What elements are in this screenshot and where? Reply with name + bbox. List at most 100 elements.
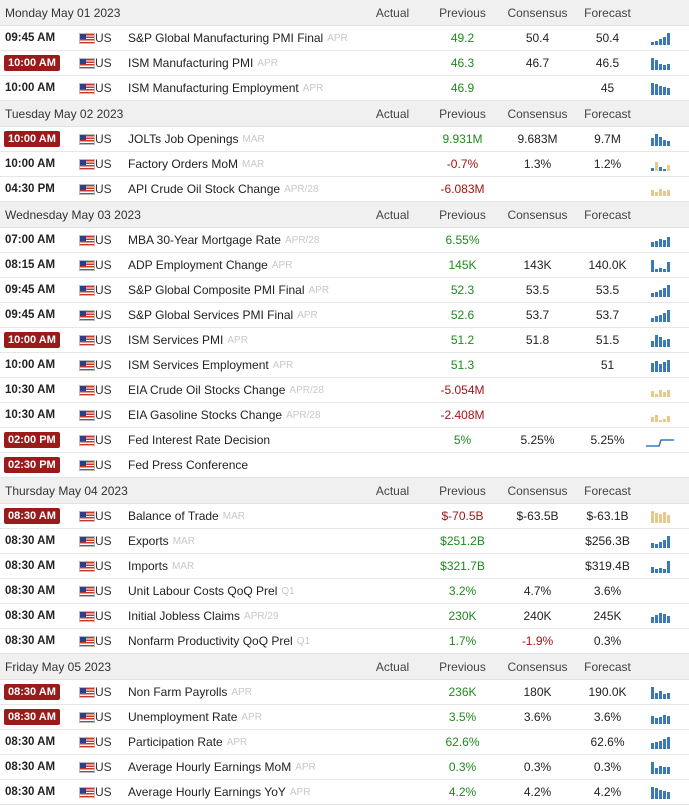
event-name-link[interactable]: Imports MAR	[128, 554, 194, 578]
mini-chart-icon[interactable]	[650, 559, 670, 573]
chart-cell[interactable]	[643, 755, 677, 779]
event-row[interactable]: 08:30 AM US Exports MAR $251.2B $256.3B	[0, 529, 689, 554]
event-row[interactable]: 02:00 PM US Fed Interest Rate Decision 5% 5.…	[0, 428, 689, 453]
mini-chart-icon[interactable]	[650, 182, 670, 196]
event-name-link[interactable]: Initial Jobless Claims APR/29	[128, 604, 279, 628]
event-name[interactable]: Exports	[128, 534, 169, 548]
event-row[interactable]: 08:30 AM US Initial Jobless Claims APR/29 23…	[0, 604, 689, 629]
event-name[interactable]: Imports	[128, 559, 169, 573]
event-name-link[interactable]: Factory Orders MoM MAR	[128, 152, 264, 176]
event-name[interactable]: S&P Global Services PMI Final	[128, 308, 294, 322]
event-row[interactable]: 10:30 AM US EIA Crude Oil Stocks Change APR…	[0, 378, 689, 403]
event-name-link[interactable]: S&P Global Composite PMI Final APR	[128, 278, 329, 302]
event-row[interactable]: 10:30 AM US EIA Gasoline Stocks Change APR/…	[0, 403, 689, 428]
chart-cell[interactable]	[643, 780, 677, 804]
event-row[interactable]: 08:30 AM US Average Hourly Earnings MoM APR…	[0, 755, 689, 780]
event-row[interactable]: 10:00 AM US ISM Manufacturing Employment AP…	[0, 76, 689, 101]
event-row[interactable]: 08:30 AM US Unemployment Rate APR 3.5% 3.6% 3.…	[0, 705, 689, 730]
event-name[interactable]: Unemployment Rate	[128, 710, 238, 724]
event-name[interactable]: ISM Manufacturing PMI	[128, 56, 254, 70]
chart-cell[interactable]	[643, 730, 677, 754]
event-row[interactable]: 09:45 AM US S&P Global Composite PMI Final…	[0, 278, 689, 303]
chart-cell[interactable]	[643, 504, 677, 528]
event-row[interactable]: 08:30 AM US Nonfarm Productivity QoQ Prel Q…	[0, 629, 689, 654]
mini-chart-icon[interactable]	[650, 785, 670, 799]
event-name-link[interactable]: Unit Labour Costs QoQ Prel Q1	[128, 579, 295, 603]
chart-cell[interactable]	[643, 604, 677, 628]
mini-chart-icon[interactable]	[650, 509, 670, 523]
event-name-link[interactable]: ISM Manufacturing PMI APR	[128, 51, 278, 75]
mini-chart-icon[interactable]	[650, 408, 670, 422]
event-row[interactable]: 08:30 AM US Unit Labour Costs QoQ Prel Q1 3.…	[0, 579, 689, 604]
mini-chart-icon[interactable]	[650, 31, 670, 45]
chart-cell[interactable]	[643, 51, 677, 75]
chart-cell[interactable]	[643, 403, 677, 427]
event-row[interactable]: 04:30 PM US API Crude Oil Stock Change APR/…	[0, 177, 689, 202]
mini-chart-icon[interactable]	[650, 283, 670, 297]
mini-chart-icon[interactable]	[650, 609, 670, 623]
event-name-link[interactable]: Exports MAR	[128, 529, 195, 553]
event-name[interactable]: ISM Services Employment	[128, 358, 269, 372]
event-name[interactable]: ISM Services PMI	[128, 333, 224, 347]
chart-cell[interactable]	[643, 705, 677, 729]
event-name-link[interactable]: API Crude Oil Stock Change APR/28	[128, 177, 319, 201]
mini-chart-icon[interactable]	[650, 81, 670, 95]
event-name-link[interactable]: ISM Services PMI APR	[128, 328, 248, 352]
mini-chart-icon[interactable]	[650, 333, 670, 347]
mini-chart-icon[interactable]	[650, 132, 670, 146]
event-name-link[interactable]: Balance of Trade MAR	[128, 504, 245, 528]
event-row[interactable]: 08:30 AM US Balance of Trade MAR $-70.5B $-63…	[0, 504, 689, 529]
event-name[interactable]: EIA Gasoline Stocks Change	[128, 408, 283, 422]
mini-chart-icon[interactable]	[650, 710, 670, 724]
event-name[interactable]: ISM Manufacturing Employment	[128, 81, 299, 95]
mini-chart-icon[interactable]	[645, 433, 675, 447]
event-name[interactable]: JOLTs Job Openings	[128, 132, 239, 146]
mini-chart-icon[interactable]	[650, 685, 670, 699]
event-name[interactable]: Fed Interest Rate Decision	[128, 433, 271, 447]
event-row[interactable]: 09:45 AM US S&P Global Manufacturing PMI F…	[0, 26, 689, 51]
event-name-link[interactable]: Fed Interest Rate Decision	[128, 428, 270, 452]
mini-chart-icon[interactable]	[650, 735, 670, 749]
chart-cell[interactable]	[643, 127, 677, 151]
event-name[interactable]: Balance of Trade	[128, 509, 219, 523]
chart-cell[interactable]	[643, 26, 677, 50]
event-name[interactable]: Fed Press Conference	[128, 458, 249, 472]
chart-cell[interactable]	[643, 529, 677, 553]
event-name-link[interactable]: S&P Global Manufacturing PMI Final APR	[128, 26, 348, 50]
chart-cell[interactable]	[643, 554, 677, 578]
chart-cell[interactable]	[643, 177, 677, 201]
event-name-link[interactable]: Non Farm Payrolls APR	[128, 680, 252, 704]
event-row[interactable]: 10:00 AM US ISM Manufacturing PMI APR 46.3 46…	[0, 51, 689, 76]
event-name[interactable]: Participation Rate	[128, 735, 223, 749]
mini-chart-icon[interactable]	[650, 358, 670, 372]
event-name-link[interactable]: Average Hourly Earnings YoY APR	[128, 780, 310, 804]
chart-cell[interactable]	[643, 680, 677, 704]
chart-cell[interactable]	[643, 378, 677, 402]
event-name-link[interactable]: ISM Services Employment APR	[128, 353, 293, 377]
event-name[interactable]: Average Hourly Earnings MoM	[128, 760, 292, 774]
chart-cell[interactable]	[643, 303, 677, 327]
mini-chart-icon[interactable]	[650, 157, 670, 171]
event-row[interactable]: 10:00 AM US ISM Services Employment APR 51.3…	[0, 353, 689, 378]
event-row[interactable]: 08:30 AM US Participation Rate APR 62.6% 62.6…	[0, 730, 689, 755]
event-row[interactable]: 02:30 PM US Fed Press Conference	[0, 453, 689, 478]
event-name-link[interactable]: ISM Manufacturing Employment APR	[128, 76, 323, 100]
mini-chart-icon[interactable]	[650, 534, 670, 548]
event-name-link[interactable]: MBA 30-Year Mortgage Rate APR/28	[128, 228, 319, 252]
event-name-link[interactable]: Nonfarm Productivity QoQ Prel Q1	[128, 629, 310, 653]
event-name[interactable]: Unit Labour Costs QoQ Prel	[128, 584, 278, 598]
event-name-link[interactable]: S&P Global Services PMI Final APR	[128, 303, 318, 327]
event-row[interactable]: 10:00 AM US Factory Orders MoM MAR -0.7% 1.3%…	[0, 152, 689, 177]
chart-cell[interactable]	[643, 253, 677, 277]
event-name[interactable]: Nonfarm Productivity QoQ Prel	[128, 634, 293, 648]
chart-cell[interactable]	[643, 228, 677, 252]
chart-cell[interactable]	[643, 76, 677, 100]
event-name[interactable]: S&P Global Composite PMI Final	[128, 283, 305, 297]
event-name[interactable]: Average Hourly Earnings YoY	[128, 785, 286, 799]
event-row[interactable]: 08:30 AM US Non Farm Payrolls APR 236K 180K 19…	[0, 680, 689, 705]
event-name[interactable]: S&P Global Manufacturing PMI Final	[128, 31, 324, 45]
chart-cell[interactable]	[643, 353, 677, 377]
chart-cell[interactable]	[643, 428, 677, 452]
event-name[interactable]: Factory Orders MoM	[128, 157, 239, 171]
chart-cell[interactable]	[643, 278, 677, 302]
